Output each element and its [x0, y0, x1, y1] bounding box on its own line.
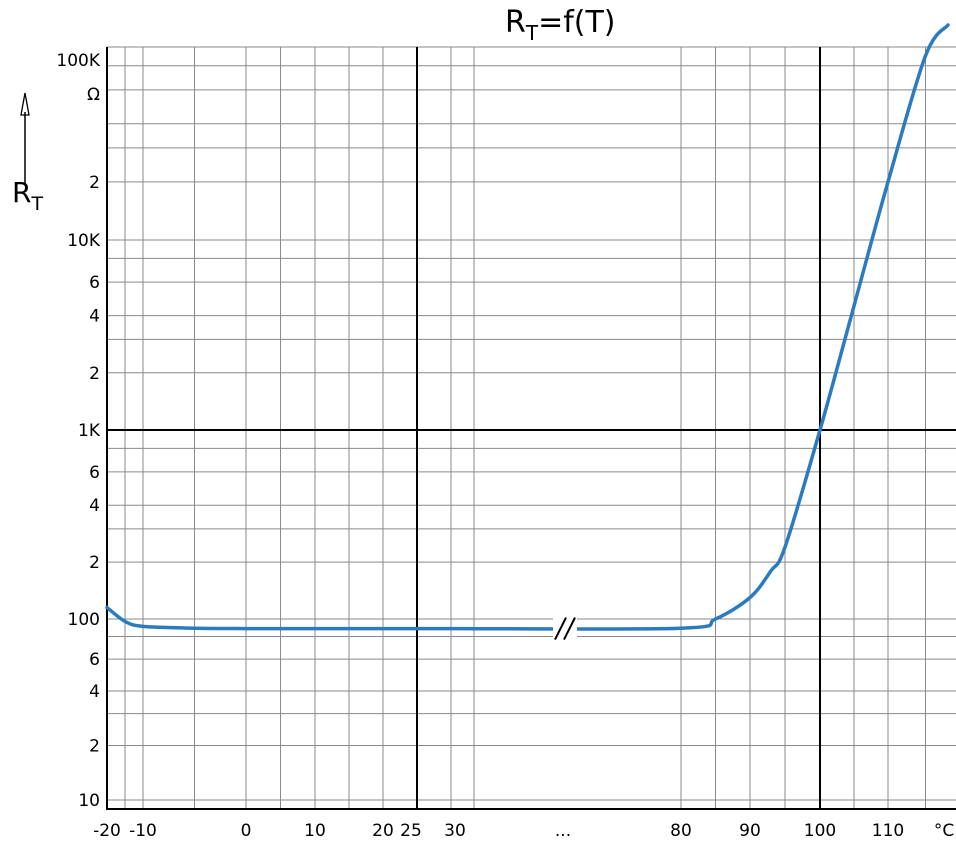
y-minor-tick-label: 2: [89, 553, 100, 573]
y-axis-unit: Ω: [87, 85, 100, 105]
y-minor-tick-label: 6: [89, 273, 100, 293]
x-axis-unit: °C: [934, 821, 954, 841]
y-minor-tick-label: 6: [89, 650, 100, 670]
series-line: [105, 23, 950, 631]
y-minor-tick-label: 2: [89, 364, 100, 384]
y-axis-arrow-icon: [20, 92, 30, 185]
x-tick-label: -10: [129, 821, 157, 841]
y-tick-label: 10: [78, 791, 100, 811]
y-tick-label: 100K: [56, 51, 100, 71]
y-axis-label: RT: [12, 176, 43, 215]
x-tick-label: 10: [304, 821, 326, 841]
y-tick-label: 100: [68, 610, 100, 630]
tick-labels: -20 -10 0 10 20 25 30 80 90 100 110 10 100 1K 10K 100K 2…: [56, 51, 904, 841]
grid: [107, 46, 956, 809]
x-tick-label: 80: [670, 821, 692, 841]
y-minor-tick-label: 2: [89, 173, 100, 193]
x-tick-label: 20: [372, 821, 394, 841]
axis-break-mark: [563, 617, 576, 641]
y-tick-label: 1K: [78, 421, 101, 441]
y-minor-tick-label: 4: [89, 496, 100, 516]
axis-break-marks: [553, 614, 577, 643]
y-minor-tick-label: 4: [89, 682, 100, 702]
x-tick-label: 25: [400, 821, 422, 841]
x-tick-label: 90: [739, 821, 761, 841]
series-layer: [105, 23, 950, 631]
y-minor-tick-label: 2: [89, 737, 100, 757]
y-minor-tick-label: 6: [89, 463, 100, 483]
x-tick-label: 100: [804, 821, 836, 841]
x-tick-label: 30: [444, 821, 466, 841]
x-tick-label: 0: [241, 821, 252, 841]
axis-break-mark: [554, 617, 567, 641]
y-minor-tick-label: 4: [89, 307, 100, 327]
x-tick-label: -20: [93, 821, 121, 841]
plot-frame: [106, 47, 956, 810]
reference-lines: [107, 47, 956, 809]
x-axis-break-label: ...: [555, 821, 571, 841]
y-tick-label: 10K: [67, 231, 101, 251]
chart-title: RT=f(T): [505, 5, 616, 45]
x-tick-label: 110: [872, 821, 904, 841]
